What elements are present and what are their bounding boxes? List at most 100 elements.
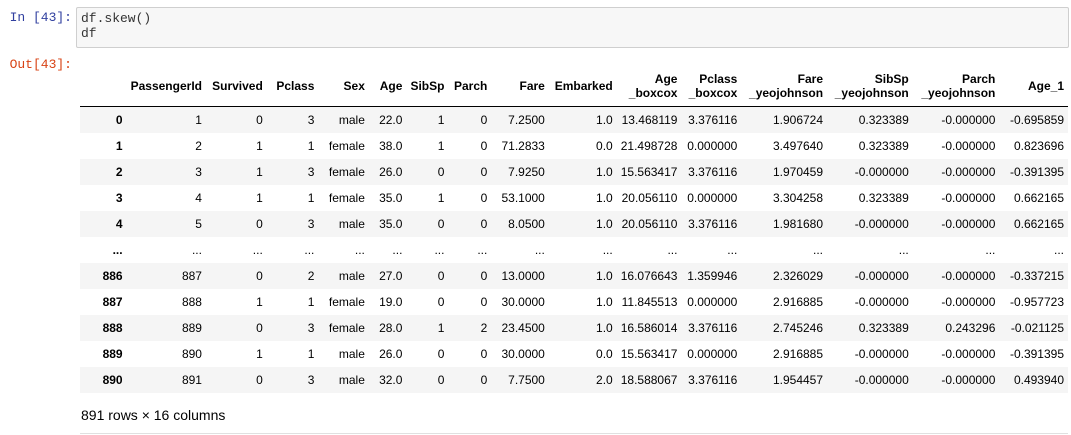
table-cell: 0 [480,164,488,179]
table-cell: 0 [480,216,488,231]
row-index: 3 [115,190,123,205]
table-cell: 27.0 [379,268,403,283]
table-cell: -0.000000 [941,190,996,205]
table-cell: ... [667,242,678,257]
column-header-line: Sex [343,79,365,93]
code-line: df [81,26,97,41]
table-row: 0 1 0 3 male 22.0 1 0 7.2500 1.0 13.468119 3.376116… [80,106,1068,133]
table-cell: ... [252,242,263,257]
table-cell: 2 [480,320,488,335]
row-index: 1 [115,138,123,153]
row-index: 2 [115,164,123,179]
table-cell: -0.000000 [854,164,909,179]
table-cell: 1 [307,346,315,361]
column-header: Survived [205,66,267,107]
table-cell: -0.391395 [1009,346,1064,361]
table-cell: 3.376116 [688,320,738,335]
table-cell: 0 [256,320,263,335]
table-cell: 30.0000 [501,294,545,309]
table-cell: 5 [195,216,202,231]
column-header-line: Parch [453,79,488,93]
table-cell: 1.0 [596,164,613,179]
table-cell: 13.468119 [621,112,678,127]
column-header-line: Pclass [699,72,738,86]
table-cell: 35.0 [379,190,403,205]
table-cell: female [328,138,365,153]
table-cell: female [328,164,365,179]
table-cell: 0 [437,346,445,361]
table-cell: 888 [181,294,202,309]
table-cell: -0.000000 [854,216,909,231]
table-cell: 2.916885 [772,294,824,309]
code-editor[interactable]: df.skew() df [76,7,1069,48]
column-header-line: Embarked [554,79,613,93]
column-header-line: SibSp [410,79,445,93]
row-index: ... [112,242,123,257]
table-cell: 2.745246 [772,320,824,335]
column-header-line: _yeojohnson [749,86,824,100]
table-row: ........................................… [80,236,1068,263]
table-cell: 0 [256,268,263,283]
table-cell: ... [985,242,996,257]
column-header: PassengerId [126,66,206,107]
table-cell: 18.588067 [620,372,678,387]
table-cell: 16.586014 [620,320,678,335]
row-index: 889 [102,346,123,361]
table-cell: 0 [437,372,445,387]
table-cell: -0.000000 [854,372,909,387]
table-cell: 0 [437,294,445,309]
column-header-line: Survived [212,79,263,93]
column-header: Age [368,66,407,107]
table-row: 889 890 1 1 male 26.0 0 0 30.0000 0.0 15.563417 0.0… [80,340,1068,367]
input-prompt: In [43]: [9,10,72,25]
table-cell: 30.0000 [501,346,545,361]
table-cell: ... [727,242,738,257]
column-header: Embarked [548,66,617,107]
table-cell: 0 [437,164,445,179]
column-header: Pclass _boxcox [681,66,742,107]
table-cell: 0 [437,216,445,231]
table-cell: 1 [437,138,445,153]
table-cell: 0 [480,268,488,283]
table-row: 887 888 1 1 female 19.0 0 0 30.0000 1.0 11.845513 0… [80,288,1068,315]
table-cell: 1.954457 [772,372,824,387]
table-cell: 32.0 [379,372,403,387]
table-cell: -0.000000 [941,294,996,309]
table-cell: ... [477,242,488,257]
table-cell: 3 [307,372,315,387]
table-cell: 15.563417 [620,346,678,361]
column-header: Pclass [266,66,319,107]
table-cell: 890 [181,346,202,361]
table-cell: -0.000000 [941,346,996,361]
table-cell: 8.0500 [508,216,545,231]
table-cell: 889 [181,320,202,335]
table-cell: -0.337215 [1009,268,1064,283]
table-cell: 2.0 [596,372,613,387]
dataframe-table: PassengerId Survived Pclass Sex Age SibSp Parc… [80,66,1068,393]
table-cell: 19.0 [379,294,403,309]
table-cell: -0.021125 [1010,320,1064,335]
column-header: Parch _yeojohnson [912,66,1000,107]
table-cell: 0 [256,216,263,231]
column-header: SibSp [406,66,449,107]
table-cell: 3.376116 [688,112,738,127]
table-cell: 0 [480,294,488,309]
row-index: 0 [115,112,123,127]
table-cell: 3.376116 [688,372,738,387]
table-cell: 26.0 [379,346,403,361]
table-cell: 0.000000 [687,138,738,153]
table-cell: 1.0 [596,320,613,335]
table-cell: -0.000000 [941,268,996,283]
table-cell: 21.498728 [620,138,678,153]
table-cell: ... [813,242,824,257]
table-cell: -0.000000 [854,268,909,283]
table-cell: -0.000000 [941,216,996,231]
table-cell: 0.000000 [687,294,738,309]
table-cell: 0.000000 [687,346,738,361]
column-header: Parch [448,66,492,107]
table-cell: 16.076643 [620,268,678,283]
table-cell: 0.323389 [858,112,909,127]
table-cell: ... [1053,242,1064,257]
table-cell: 0.823696 [1013,138,1064,153]
table-cell: 1 [307,138,315,153]
